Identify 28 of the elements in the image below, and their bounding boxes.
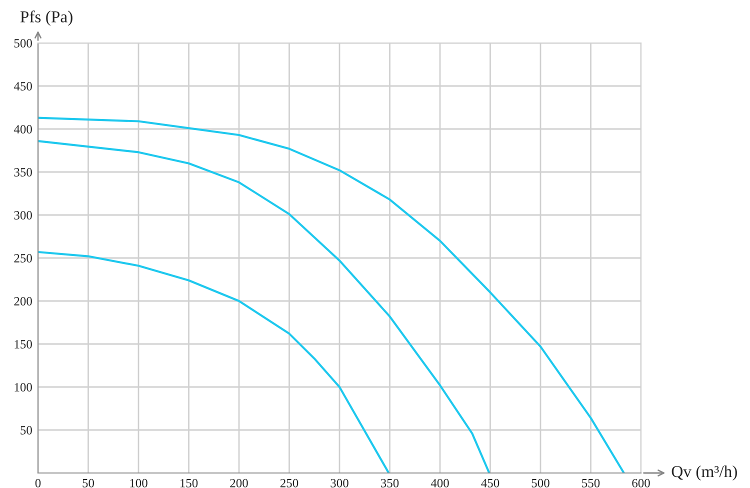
y-tick-label: 500 — [14, 39, 32, 48]
y-tick-label: 150 — [14, 340, 32, 348]
line-series — [38, 250, 390, 473]
x-tick-label: 500 — [532, 478, 550, 488]
y-tick-label: 100 — [14, 383, 32, 392]
x-tick-label: 550 — [582, 478, 600, 488]
x-tick-label: 600 — [632, 478, 650, 488]
y-tick-label: 300 — [14, 211, 32, 220]
x-tick-label: 300 — [330, 478, 348, 488]
x-tick-label: 250 — [280, 478, 298, 488]
x-tick-label: 200 — [230, 478, 248, 488]
x-tick-label: 50 — [82, 478, 94, 488]
y-tick-label: 350 — [14, 168, 32, 176]
x-tick-label: 150 — [180, 478, 198, 488]
x-tick-label: 350 — [380, 478, 399, 488]
y-tick-label: 250 — [14, 254, 32, 262]
line-series — [38, 116, 625, 473]
y-tick-label: 450 — [14, 82, 32, 90]
y-tick-label: 400 — [14, 125, 32, 134]
line-series — [38, 140, 490, 473]
y-tick-label: 200 — [14, 297, 32, 306]
x-tick-label: 450 — [481, 478, 500, 488]
y-axis-title: Pfs (Pa) — [20, 10, 72, 26]
y-tick-label: 50 — [20, 426, 32, 434]
x-tick-label: 100 — [130, 478, 148, 488]
x-tick-label: 400 — [430, 478, 449, 488]
x-tick-label: 0 — [35, 478, 41, 488]
x-axis-title: Qv (m³/h) — [672, 465, 737, 481]
